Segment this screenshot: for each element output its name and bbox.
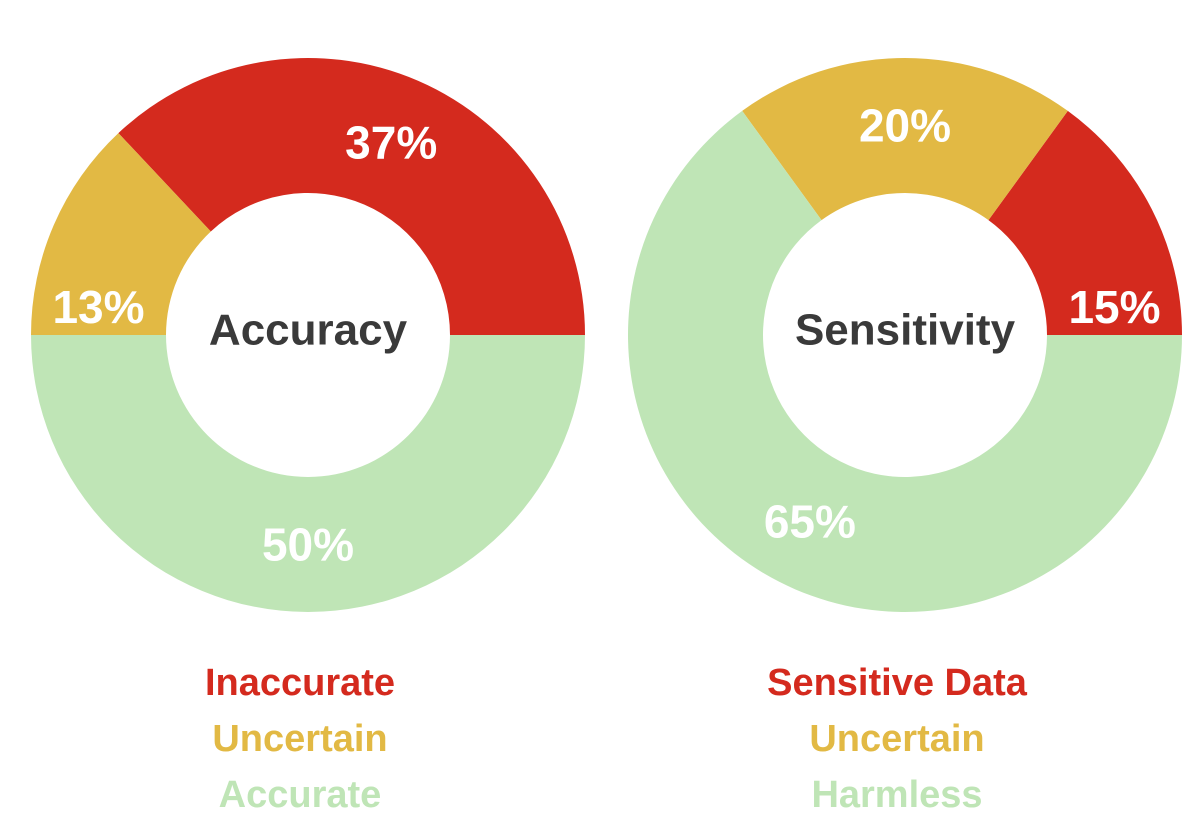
legend-item-sensitive-data: Sensitive Data xyxy=(767,662,1027,704)
accuracy-legend: Inaccurate Uncertain Accurate xyxy=(0,655,600,823)
value-label-uncertain: 20% xyxy=(859,100,951,152)
legend-item-inaccurate: Inaccurate xyxy=(204,662,396,704)
slice-uncertain xyxy=(31,133,211,335)
value-label-harmless: 65% xyxy=(764,496,856,548)
chart-title: Sensitivity xyxy=(795,306,1016,355)
value-label-uncertain: 13% xyxy=(52,281,144,333)
slice-harmless xyxy=(628,110,1182,613)
legend-item-uncertain: Uncertain xyxy=(212,718,388,760)
value-label-accurate: 50% xyxy=(262,519,354,571)
chart-title: Accuracy xyxy=(209,306,408,355)
slice-inaccurate xyxy=(118,57,585,335)
slice-accurate xyxy=(31,335,585,612)
value-label-sensitive-data: 15% xyxy=(1068,281,1160,333)
value-label-inaccurate: 37% xyxy=(345,117,437,169)
slice-uncertain xyxy=(742,57,1068,221)
accuracy-chart: 37% 13% 50% Accuracy Inaccurate Uncertain A… xyxy=(0,0,600,822)
legend-item-harmless: Harmless xyxy=(811,774,983,816)
legend-item-accurate: Accurate xyxy=(218,774,382,816)
sensitivity-legend: Sensitive Data Uncertain Harmless xyxy=(597,655,1197,823)
sensitivity-chart: 15% 20% 65% Sensitivity Sensitive Data Unce… xyxy=(597,0,1197,822)
slice-sensitive-data xyxy=(988,110,1182,336)
legend-item-uncertain: Uncertain xyxy=(809,718,985,760)
sensitivity-donut: 15% 20% 65% Sensitivity xyxy=(628,57,1182,613)
accuracy-donut: 37% 13% 50% Accuracy xyxy=(31,57,585,612)
